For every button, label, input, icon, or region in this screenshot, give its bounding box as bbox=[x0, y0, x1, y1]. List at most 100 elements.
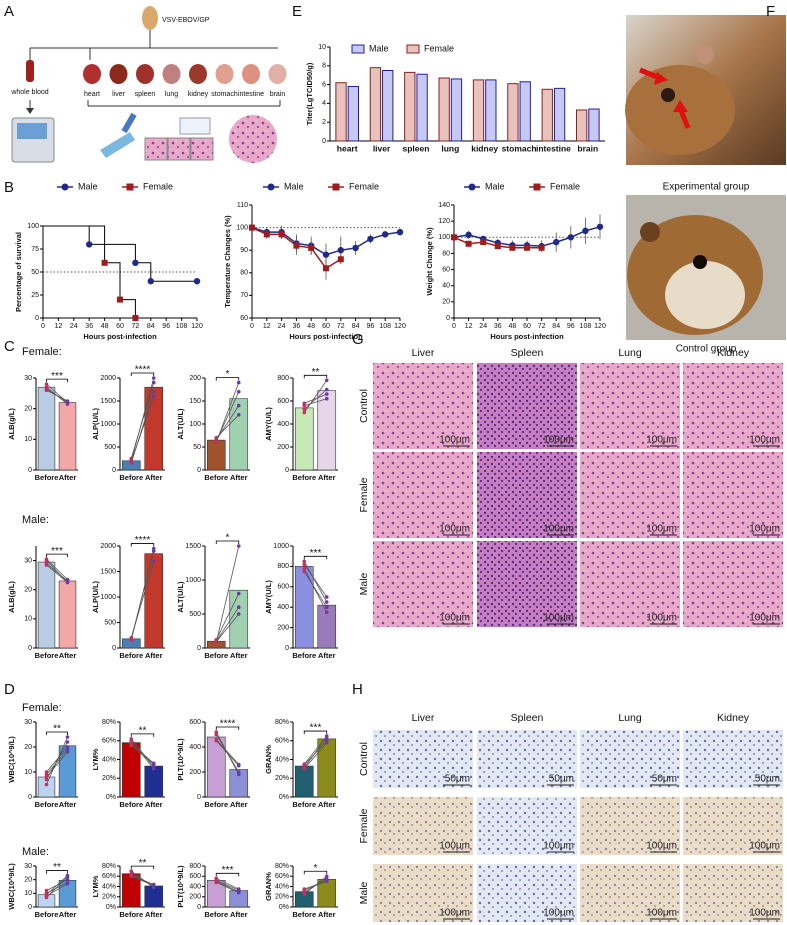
y-tick-label: 100 bbox=[189, 421, 201, 428]
x-tick-label: 96 bbox=[567, 323, 575, 330]
scale-label: 50μm bbox=[755, 774, 780, 785]
y-tick-label: 600 bbox=[277, 584, 289, 591]
organ-icon bbox=[268, 64, 287, 84]
y-tick-label: 0 bbox=[197, 794, 201, 801]
x-tick-label: 60 bbox=[523, 323, 531, 330]
x-tick-label: Before bbox=[204, 910, 228, 919]
legend-marker bbox=[332, 183, 340, 191]
pair-line bbox=[303, 380, 328, 413]
pair-line bbox=[130, 396, 155, 462]
pair-point bbox=[151, 559, 156, 564]
y-tick-label: 60% bbox=[102, 738, 116, 745]
significance-bracket bbox=[303, 870, 328, 875]
marker bbox=[567, 234, 574, 241]
x-tick-label: intestine bbox=[536, 143, 571, 153]
marker bbox=[86, 241, 93, 248]
x-tick-label: After bbox=[230, 651, 248, 660]
pair-point bbox=[302, 888, 307, 893]
significance-bracket bbox=[130, 543, 155, 547]
marker bbox=[323, 265, 329, 272]
pair-line bbox=[46, 751, 68, 778]
pair-point bbox=[236, 772, 241, 777]
x-tick-label: 0 bbox=[41, 323, 45, 330]
x-tick-label: Before bbox=[119, 651, 143, 660]
y-tick-label: 50 bbox=[193, 444, 201, 451]
scale-label: 100μm bbox=[749, 841, 780, 852]
bar bbox=[576, 109, 588, 142]
legend-label: Male bbox=[485, 181, 505, 191]
step-line bbox=[104, 262, 121, 300]
legend-swatch bbox=[351, 44, 365, 54]
y-tick-label: 500 bbox=[104, 444, 116, 451]
pair-point bbox=[65, 873, 70, 878]
y-tick-label: 500 bbox=[104, 619, 116, 626]
pair-point bbox=[65, 877, 70, 882]
y-tick-label: 0 bbox=[322, 138, 326, 145]
tissue-image bbox=[373, 730, 473, 788]
pair-point bbox=[129, 741, 134, 746]
marker bbox=[352, 244, 359, 252]
y-tick-label: 0 bbox=[35, 315, 39, 322]
pair-point bbox=[65, 577, 70, 582]
significance-bracket bbox=[215, 540, 240, 544]
pair-line bbox=[131, 875, 154, 886]
x-tick-label: After bbox=[59, 473, 77, 482]
y-axis-label: ALT(U/L) bbox=[176, 408, 185, 440]
legend-label: Female bbox=[143, 181, 173, 191]
y-tick-label: 50 bbox=[31, 269, 39, 276]
y-axis-label: Weight Change (%) bbox=[425, 227, 434, 296]
significance-label: *** bbox=[310, 723, 322, 734]
pair-point bbox=[324, 874, 329, 879]
scale-label: 100μm bbox=[646, 613, 677, 624]
tissue-image bbox=[373, 864, 473, 922]
x-tick-label: After bbox=[59, 800, 77, 809]
pair-line bbox=[216, 882, 239, 894]
x-tick-label: After bbox=[230, 800, 248, 809]
y-tick-label: 0% bbox=[106, 904, 116, 911]
pair-point bbox=[324, 735, 329, 739]
y-tick-label: 20% bbox=[102, 775, 116, 782]
marker bbox=[509, 244, 516, 251]
column-header: Liver bbox=[412, 347, 435, 359]
marker bbox=[494, 243, 501, 250]
y-axis-label: ALP(U/L) bbox=[91, 580, 100, 613]
y-tick-label: 80 bbox=[240, 270, 248, 277]
y-tick-label: 30 bbox=[24, 557, 32, 564]
pair-line bbox=[303, 389, 328, 410]
y-tick-label: 0 bbox=[446, 315, 450, 322]
marker bbox=[263, 231, 270, 238]
pair-line bbox=[303, 568, 328, 613]
y-tick-label: 600 bbox=[189, 873, 201, 880]
x-tick-label: Before bbox=[35, 473, 59, 482]
group-label: Male: bbox=[22, 514, 49, 526]
y-tick-label: 40% bbox=[275, 756, 289, 763]
significance-bracket bbox=[303, 374, 328, 379]
significance-label: *** bbox=[222, 865, 234, 876]
y-tick-label: 0 bbox=[197, 904, 201, 911]
caption: Experimental group bbox=[663, 182, 750, 193]
group-label: Female: bbox=[22, 702, 62, 714]
sample-label: whole blood bbox=[10, 89, 48, 96]
pair-line bbox=[215, 606, 240, 642]
bar bbox=[229, 769, 249, 798]
x-tick-label: Before bbox=[292, 910, 316, 919]
x-tick-label: liver bbox=[373, 143, 391, 153]
pair-line bbox=[216, 877, 239, 890]
tissue-image bbox=[683, 452, 783, 538]
x-tick-label: 12 bbox=[55, 323, 63, 330]
significance-bracket bbox=[303, 730, 328, 735]
pair-line bbox=[46, 883, 68, 897]
bar bbox=[294, 765, 314, 798]
y-tick-label: 0 bbox=[285, 467, 289, 474]
tissue-image bbox=[373, 541, 473, 627]
pair-line bbox=[215, 391, 240, 442]
pair-line bbox=[215, 593, 240, 641]
pair-point bbox=[151, 380, 156, 385]
tissue-image bbox=[683, 864, 783, 922]
x-tick-label: 72 bbox=[538, 323, 546, 330]
scale-label: 100μm bbox=[543, 524, 574, 535]
pair-point bbox=[236, 544, 241, 548]
significance-bracket bbox=[215, 726, 240, 730]
y-tick-label: 1500 bbox=[100, 398, 116, 405]
pair-line bbox=[216, 879, 239, 891]
